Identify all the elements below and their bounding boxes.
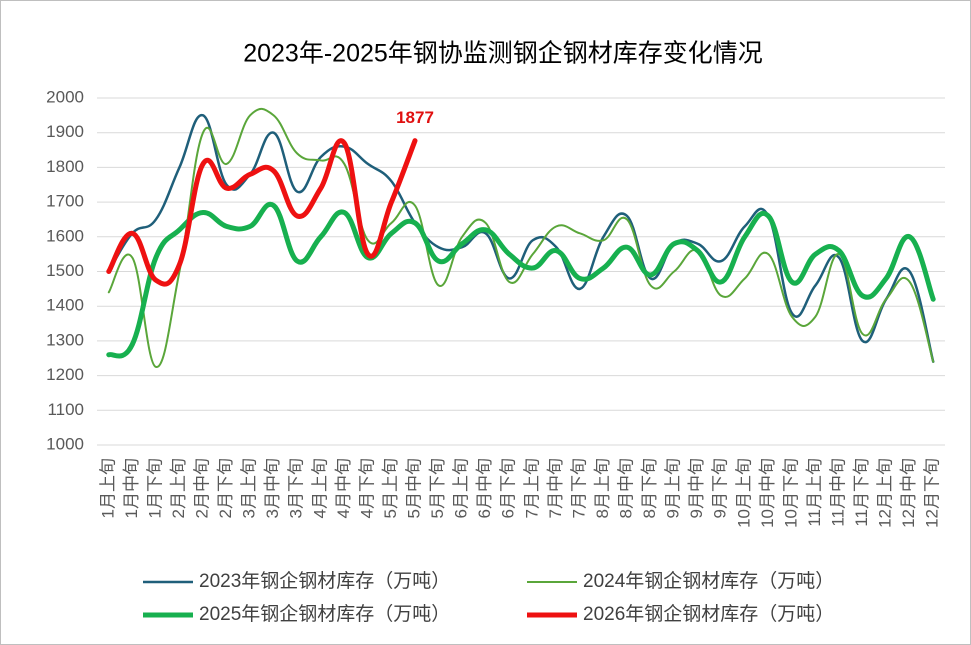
x-tick-label: 8月下旬 — [640, 458, 659, 518]
x-tick-label: 7月上旬 — [522, 458, 541, 518]
x-tick-label: 4月上旬 — [310, 458, 329, 518]
x-tick-label: 11月中旬 — [828, 458, 847, 527]
y-tick-label: 1600 — [46, 226, 84, 245]
x-tick-label: 8月中旬 — [616, 458, 635, 518]
series-line — [106, 201, 936, 359]
x-tick-label: 7月中旬 — [546, 458, 565, 518]
legend-label: 2024年钢企钢材库存（万吨） — [583, 570, 834, 592]
x-tick-label: 9月下旬 — [711, 458, 730, 518]
x-tick-label: 1月下旬 — [145, 458, 164, 518]
y-tick-label: 1800 — [46, 157, 84, 176]
x-tick-label: 6月下旬 — [499, 458, 518, 518]
y-tick-label: 1700 — [46, 192, 84, 211]
y-tick-label: 1500 — [46, 261, 84, 280]
x-tick-label: 10月中旬 — [758, 458, 777, 528]
y-tick-label: 1400 — [46, 296, 84, 315]
x-tick-label: 10月上旬 — [734, 458, 753, 528]
x-tick-label: 6月上旬 — [452, 458, 471, 518]
x-tick-label: 1月中旬 — [122, 458, 141, 518]
series-line — [106, 138, 418, 287]
y-tick-label: 1100 — [47, 400, 84, 419]
x-tick-label: 5月中旬 — [404, 458, 423, 518]
x-tick-label: 2月中旬 — [192, 458, 211, 518]
x-tick-label: 3月中旬 — [263, 458, 282, 518]
series-line — [107, 107, 935, 368]
chart-title: 2023年-2025年钢协监测钢企钢材库存变化情况 — [243, 40, 763, 68]
legend-label: 2026年钢企钢材库存（万吨） — [583, 603, 834, 625]
legend-label: 2025年钢企钢材库存（万吨） — [199, 603, 450, 625]
x-tick-label: 5月上旬 — [381, 458, 400, 518]
x-tick-label: 2月上旬 — [169, 458, 188, 518]
y-tick-label: 1000 — [46, 434, 84, 453]
x-tick-label: 8月上旬 — [593, 458, 612, 518]
x-tick-label: 12月上旬 — [876, 458, 895, 528]
x-tick-label: 11月下旬 — [852, 458, 871, 527]
x-tick-label: 5月下旬 — [428, 458, 447, 518]
x-tick-label: 12月中旬 — [899, 458, 918, 528]
x-tick-label: 7月下旬 — [569, 458, 588, 518]
y-tick-label: 1200 — [46, 365, 84, 384]
x-tick-label: 9月中旬 — [687, 458, 706, 518]
x-tick-label: 6月中旬 — [475, 458, 494, 518]
x-tick-label: 9月上旬 — [664, 458, 683, 518]
x-tick-label: 2月下旬 — [216, 458, 235, 518]
x-tick-label: 10月下旬 — [781, 458, 800, 528]
x-tick-label: 12月下旬 — [923, 458, 942, 528]
x-tick-label: 3月上旬 — [240, 458, 259, 518]
data-label: 1877 — [396, 108, 434, 127]
x-tick-label: 4月下旬 — [357, 458, 376, 518]
x-tick-label: 4月中旬 — [334, 458, 353, 518]
legend-label: 2023年钢企钢材库存（万吨） — [199, 570, 450, 592]
y-tick-label: 1300 — [46, 330, 84, 349]
x-tick-label: 3月下旬 — [287, 458, 306, 518]
y-tick-label: 1900 — [46, 122, 84, 141]
x-tick-label: 1月上旬 — [98, 458, 117, 518]
x-tick-label: 11月上旬 — [805, 458, 824, 527]
y-tick-label: 2000 — [46, 87, 84, 106]
